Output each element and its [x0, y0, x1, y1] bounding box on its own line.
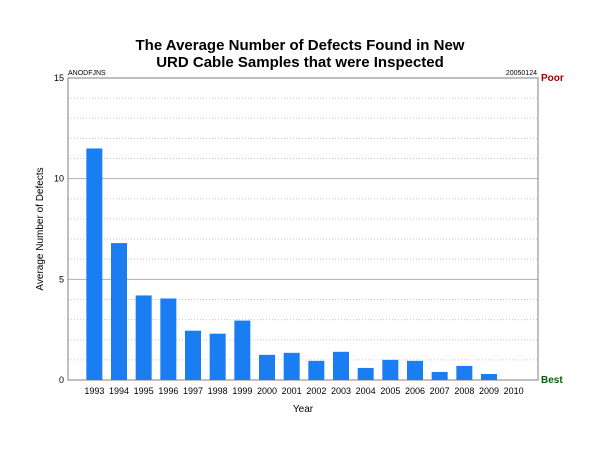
x-tick-label: 1997	[183, 386, 203, 396]
x-tick-label: 2009	[479, 386, 499, 396]
chart-title-line2: URD Cable Samples that were Inspected	[156, 54, 444, 71]
x-tick-label: 2006	[405, 386, 425, 396]
plot-area	[67, 77, 539, 381]
y-tick-label: 15	[54, 73, 64, 83]
x-tick-label: 2000	[257, 386, 277, 396]
bar-1999	[234, 320, 251, 380]
bars	[86, 148, 497, 380]
x-tick-label: 2003	[331, 386, 351, 396]
x-tick-label: 1994	[109, 386, 129, 396]
x-tick-label: 2010	[504, 386, 524, 396]
x-tick-label: 2002	[306, 386, 326, 396]
bar-2002	[308, 360, 325, 380]
x-tick-label: 1998	[208, 386, 228, 396]
y-axis-ticks: 0 5 10 15	[54, 73, 64, 385]
bar-2008	[456, 365, 473, 380]
x-axis-label: Year	[293, 404, 314, 415]
x-tick-label: 2005	[380, 386, 400, 396]
bar-1996	[160, 298, 177, 380]
scale-top-label: Poor	[541, 73, 564, 84]
x-tick-label: 2004	[356, 386, 376, 396]
bar-1993	[86, 148, 103, 380]
x-tick-label: 1999	[232, 386, 252, 396]
bar-2005	[382, 359, 399, 380]
bar-2003	[333, 351, 349, 380]
chart-title-line1: The Average Number of Defects Found in N…	[136, 37, 465, 54]
bar-1995	[135, 295, 152, 380]
x-tick-label: 1995	[134, 386, 154, 396]
bar-2007	[431, 371, 448, 380]
bar-2004	[357, 367, 374, 380]
corner-label-left: ANODFJNS	[68, 70, 106, 77]
y-tick-label: 0	[59, 375, 64, 385]
y-axis-label: Average Number of Defects	[35, 167, 46, 290]
scale-bottom-label: Best	[541, 375, 563, 386]
x-axis-ticks: 1993 1994 1995 1996 1997 1998 1999 2000 2001 2002…	[84, 386, 523, 396]
bar-2001	[283, 352, 300, 380]
corner-label-right: 20050124	[506, 70, 537, 77]
bar-1998	[209, 333, 226, 380]
x-tick-label: 1993	[84, 386, 104, 396]
bar-1994	[111, 243, 127, 380]
x-tick-label: 2008	[454, 386, 474, 396]
x-tick-label: 1996	[158, 386, 178, 396]
x-tick-label: 2001	[282, 386, 302, 396]
y-tick-label: 5	[59, 274, 64, 284]
bar-2000	[259, 354, 275, 380]
x-tick-label: 2007	[430, 386, 450, 396]
bar-2006	[407, 360, 423, 380]
bar-1997	[185, 330, 201, 380]
y-tick-label: 10	[54, 174, 64, 184]
bar-2009	[481, 373, 497, 380]
